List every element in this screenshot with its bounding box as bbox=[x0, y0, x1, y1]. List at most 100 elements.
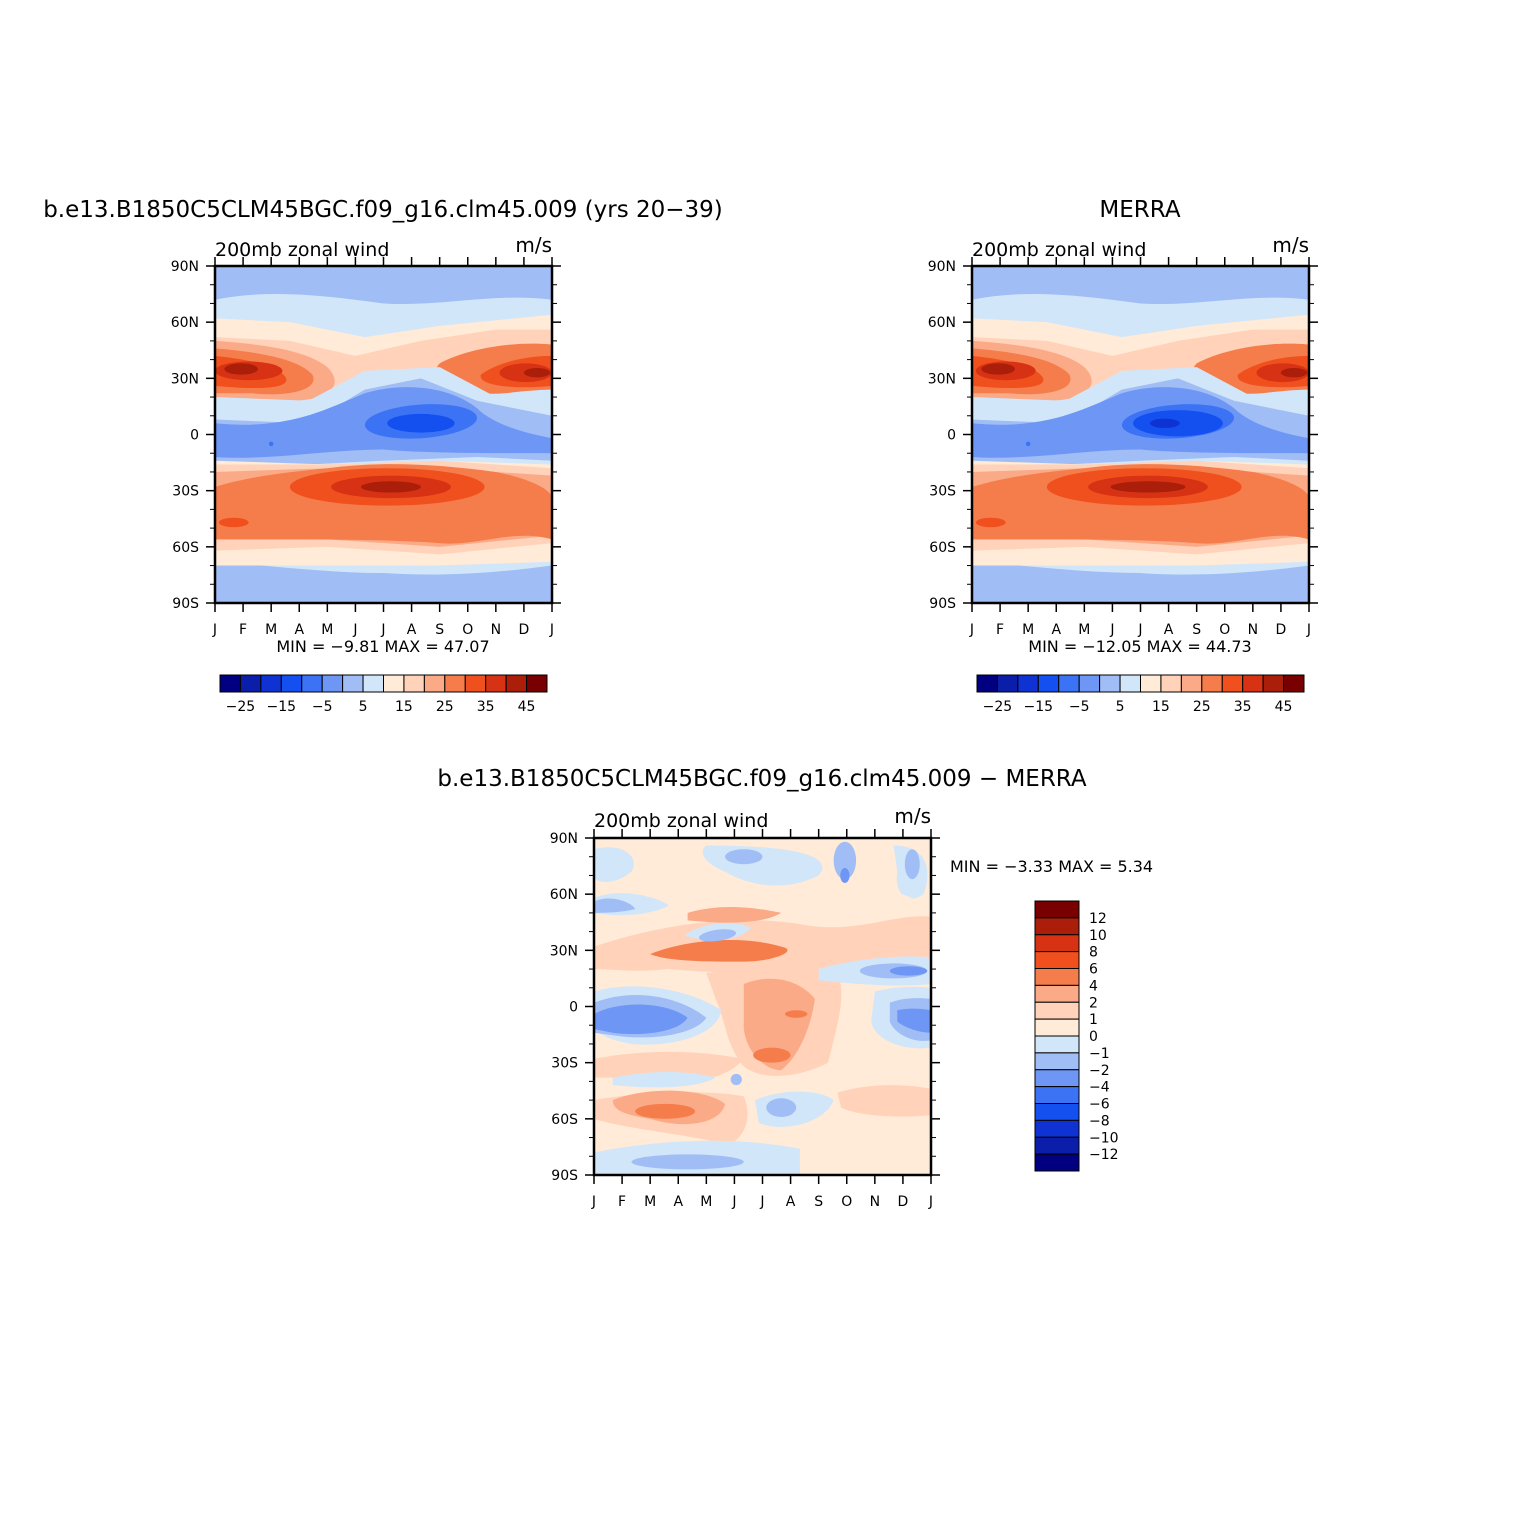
colorbar-swatch bbox=[1034, 1153, 1080, 1172]
contour-core bbox=[218, 517, 249, 528]
y-tick-label: 60N bbox=[171, 315, 199, 331]
y-tick-label: 0 bbox=[569, 1000, 578, 1016]
contour-region bbox=[215, 561, 552, 603]
colorbar-swatch bbox=[1242, 674, 1264, 693]
colorbar-label: 35 bbox=[1234, 699, 1252, 715]
contour-core bbox=[1149, 418, 1180, 428]
contour-region bbox=[743, 978, 815, 1071]
x-tick-label: D bbox=[1276, 622, 1287, 638]
units-label: m/s bbox=[1272, 233, 1309, 257]
colorbar-swatch bbox=[1034, 934, 1080, 953]
contour-core bbox=[904, 849, 920, 880]
y-tick-label: 60S bbox=[551, 1112, 578, 1128]
y-tick-label: 60N bbox=[550, 887, 578, 903]
contour-region bbox=[818, 1131, 931, 1175]
colorbar-swatch bbox=[1140, 674, 1162, 693]
x-tick-label: M bbox=[321, 622, 333, 638]
colorbar-swatch bbox=[1037, 674, 1060, 693]
panel-title: MERRA bbox=[1099, 197, 1180, 223]
contour-region bbox=[215, 266, 552, 305]
contour-core bbox=[751, 944, 770, 956]
colorbar-label: 6 bbox=[1089, 962, 1098, 978]
contour-core bbox=[981, 363, 1016, 375]
colorbar-swatch bbox=[1034, 1103, 1080, 1121]
colorbar-label: −1 bbox=[1089, 1046, 1110, 1062]
contour-field bbox=[215, 266, 552, 603]
x-tick-label: A bbox=[407, 622, 417, 638]
colorbar-swatch bbox=[1201, 674, 1223, 693]
colorbar-swatch bbox=[1034, 1035, 1080, 1054]
contour-core bbox=[840, 867, 850, 883]
colorbar-label: 10 bbox=[1089, 928, 1107, 944]
colorbar-swatch bbox=[1119, 674, 1141, 693]
colorbar-swatch bbox=[1034, 900, 1080, 919]
colorbar-swatch bbox=[1034, 1018, 1080, 1037]
colorbar-swatch bbox=[321, 674, 344, 693]
colorbar-label: 0 bbox=[1089, 1029, 1098, 1045]
x-tick-label: J bbox=[352, 622, 357, 638]
x-tick-label: D bbox=[519, 622, 530, 638]
colorbar-label: 5 bbox=[1116, 699, 1125, 715]
y-tick-label: 60S bbox=[172, 540, 199, 556]
contour-region bbox=[594, 847, 634, 882]
contour-core bbox=[699, 929, 737, 942]
colorbar-swatch bbox=[280, 674, 303, 693]
y-tick-label: 0 bbox=[947, 428, 956, 444]
x-tick-label: M bbox=[1022, 622, 1034, 638]
colorbar-label: −15 bbox=[1024, 699, 1054, 715]
x-tick-label: O bbox=[462, 622, 473, 638]
x-tick-label: A bbox=[673, 1194, 683, 1210]
panel-title: b.e13.B1850C5CLM45BGC.f09_g16.clm45.009 … bbox=[437, 766, 1086, 792]
colorbar-swatch bbox=[239, 674, 262, 693]
contour-core bbox=[268, 441, 274, 447]
contour-core bbox=[753, 1047, 791, 1063]
panel-model: b.e13.B1850C5CLM45BGC.f09_g16.clm45.009 … bbox=[43, 197, 723, 715]
colorbar-swatch bbox=[342, 674, 364, 693]
y-tick-label: 60N bbox=[928, 315, 956, 331]
contour-core bbox=[1280, 368, 1308, 378]
panel-diff: b.e13.B1850C5CLM45BGC.f09_g16.clm45.009 … bbox=[437, 766, 1153, 1210]
x-tick-label: J bbox=[928, 1194, 933, 1210]
colorbar-label: −2 bbox=[1089, 1063, 1110, 1079]
contour-core bbox=[833, 841, 857, 880]
colorbar-swatch bbox=[1017, 674, 1039, 693]
contour-core bbox=[635, 1103, 696, 1119]
contour-core bbox=[361, 481, 421, 493]
colorbar-label: 5 bbox=[359, 699, 368, 715]
x-tick-label: N bbox=[870, 1194, 880, 1210]
colorbar-label: −15 bbox=[267, 699, 297, 715]
contour-region bbox=[972, 561, 1309, 603]
contour-core bbox=[784, 1010, 808, 1018]
y-tick-label: 30N bbox=[550, 943, 578, 959]
colorbar-label: 1 bbox=[1089, 1012, 1098, 1028]
contour-region bbox=[818, 887, 913, 906]
x-tick-label: A bbox=[294, 622, 304, 638]
y-tick-label: 30N bbox=[928, 371, 956, 387]
x-tick-label: F bbox=[239, 622, 247, 638]
colorbar-swatch bbox=[1283, 674, 1305, 693]
y-tick-label: 90S bbox=[172, 596, 199, 612]
colorbar-label: −12 bbox=[1089, 1147, 1119, 1163]
colorbar-swatch bbox=[1262, 674, 1285, 693]
contour-core bbox=[725, 849, 763, 865]
min-max-readout: MIN = −9.81 MAX = 47.07 bbox=[276, 637, 489, 656]
colorbar-swatch bbox=[1180, 674, 1203, 693]
min-max-readout: MIN = −3.33 MAX = 5.34 bbox=[950, 857, 1153, 876]
colorbar-label: 45 bbox=[1275, 699, 1293, 715]
colorbar-label: 8 bbox=[1089, 945, 1098, 961]
colorbar: −25 −15 −5 5 15 25 35 45 bbox=[219, 674, 548, 715]
x-tick-label: M bbox=[700, 1194, 712, 1210]
colorbar-label: −25 bbox=[226, 699, 256, 715]
contour-region bbox=[972, 266, 1309, 305]
x-tick-label: J bbox=[549, 622, 554, 638]
y-tick-label: 0 bbox=[190, 428, 199, 444]
colorbar-swatch bbox=[1034, 984, 1080, 1003]
axes: J F M A M J J A S O N D J 90N 60N 30N 0 30S 60S 90S bbox=[171, 257, 561, 638]
y-tick-label: 30S bbox=[172, 484, 199, 500]
x-tick-label: D bbox=[898, 1194, 909, 1210]
colorbar-label: −8 bbox=[1089, 1113, 1110, 1129]
x-tick-label: M bbox=[644, 1194, 656, 1210]
x-tick-label: J bbox=[212, 622, 217, 638]
colorbar-label: −10 bbox=[1089, 1130, 1119, 1146]
